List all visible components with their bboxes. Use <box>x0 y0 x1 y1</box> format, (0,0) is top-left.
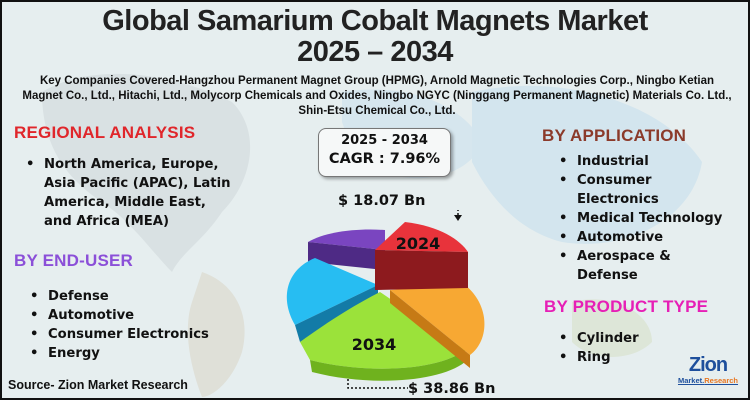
regional-list: North America, Europe, Asia Pacific (APA… <box>24 155 234 231</box>
logo-sub-market: Market. <box>677 376 705 385</box>
by-product-type-heading: BY PRODUCT TYPE <box>544 297 709 316</box>
title-line-1: Global Samarium Cobalt Magnets Market <box>102 5 648 37</box>
application-item: Consumer Electronics <box>557 171 667 209</box>
key-companies-text: Key Companies Covered-Hangzhou Permanent… <box>22 75 732 117</box>
application-item: Medical Technology <box>557 209 747 228</box>
end-user-item: Defense <box>28 287 209 306</box>
end-user-item: Automotive <box>28 306 209 325</box>
product-type-item: Ring <box>557 348 639 367</box>
application-item: Industrial <box>557 152 747 171</box>
end-user-heading: BY END-USER <box>14 251 134 270</box>
regional-item: North America, Europe, Asia Pacific (APA… <box>24 155 234 231</box>
end-market-value: $ 38.86 Bn <box>408 381 496 397</box>
start-market-value: $ 18.07 Bn <box>338 193 426 209</box>
cagr-value: CAGR : 7.96% <box>328 151 441 167</box>
logo-sub-research: Research <box>704 376 739 385</box>
application-list: Industrial Consumer Electronics Medical … <box>557 152 747 285</box>
end-user-item: Energy <box>28 344 209 363</box>
logo-main-text: Zion <box>688 354 728 376</box>
pie-label-2034: 2034 <box>352 335 397 354</box>
regional-analysis-heading: REGIONAL ANALYSIS <box>14 123 196 142</box>
product-type-list: Cylinder Ring <box>557 329 639 367</box>
logo-sub-text: Market.Research <box>676 376 740 385</box>
application-item: Automotive <box>557 228 747 247</box>
product-type-item: Cylinder <box>557 329 639 348</box>
end-user-item: Consumer Electronics <box>28 325 209 344</box>
title-line-2: 2025 – 2034 <box>297 36 453 68</box>
cagr-box: 2025 - 2034 CAGR : 7.96% <box>318 128 451 177</box>
application-item: Aerospace & Defense <box>557 247 677 285</box>
end-user-list: Defense Automotive Consumer Electronics … <box>28 287 209 363</box>
cagr-period: 2025 - 2034 <box>341 133 428 148</box>
page-title: Global Samarium Cobalt Magnets Market 20… <box>2 6 748 68</box>
pie-label-2024: 2024 <box>396 234 441 253</box>
zion-logo: Zion Market.Research <box>676 354 740 394</box>
by-application-heading: BY APPLICATION <box>542 126 687 145</box>
source-text: Source- Zion Market Research <box>8 378 188 392</box>
pie-chart-3d: 2024 2034 <box>286 210 485 389</box>
